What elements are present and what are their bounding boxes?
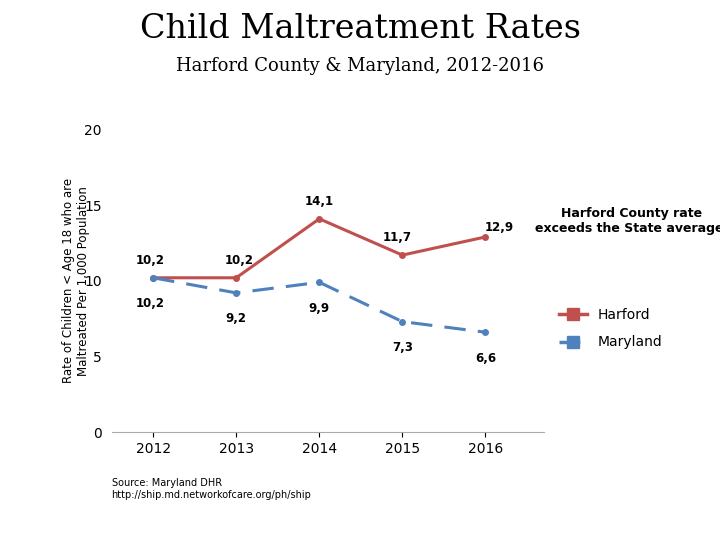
Text: 7,3: 7,3 (392, 341, 413, 354)
Text: Source: Maryland DHR
http://ship.md.networkofcare.org/ph/ship: Source: Maryland DHR http://ship.md.netw… (112, 478, 312, 500)
Text: 10,2: 10,2 (136, 297, 165, 310)
Text: 11,7: 11,7 (382, 231, 411, 244)
Y-axis label: Rate of Children < Age 18 who are
Maltreated Per 1,000 Population: Rate of Children < Age 18 who are Maltre… (62, 178, 90, 383)
Text: Harford County rate
exceeds the State average.: Harford County rate exceeds the State av… (535, 207, 720, 235)
Text: 9,9: 9,9 (309, 302, 330, 315)
Text: 6,6: 6,6 (475, 352, 496, 365)
Text: 14,1: 14,1 (305, 195, 334, 208)
Legend: Harford, Maryland: Harford, Maryland (559, 308, 663, 349)
Text: 46: 46 (13, 513, 32, 526)
Text: 10,2: 10,2 (225, 254, 253, 267)
Text: 12,9: 12,9 (485, 221, 514, 234)
Text: 10,2: 10,2 (136, 254, 165, 267)
Text: 9,2: 9,2 (225, 312, 247, 325)
Text: Harford County & Maryland, 2012-2016: Harford County & Maryland, 2012-2016 (176, 57, 544, 75)
Text: Child Maltreatment Rates: Child Maltreatment Rates (140, 14, 580, 45)
